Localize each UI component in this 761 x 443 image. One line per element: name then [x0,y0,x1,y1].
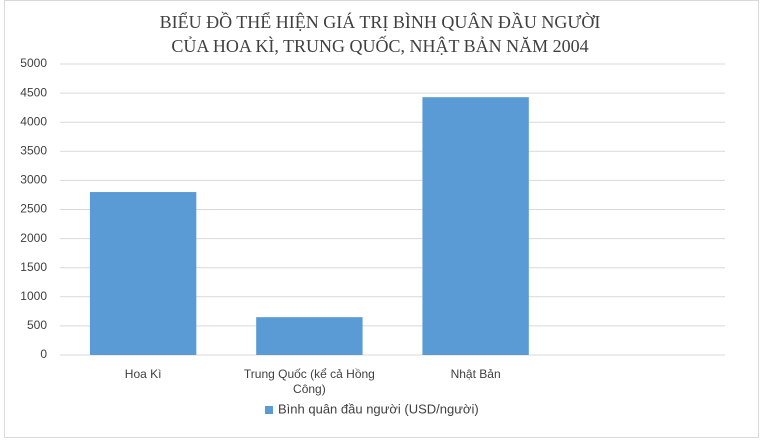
x-tick-label-box: Nhật Bản [450,367,501,381]
x-tick-label: Trung Quốc (kể cả Hồng Công) [243,367,375,396]
y-tick-label: 2000 [20,231,47,245]
y-tick-label: 1000 [20,289,47,303]
bar [422,97,529,355]
chart-title: BIỂU ĐỒ THỂ HIỆN GIÁ TRỊ BÌNH QUÂN ĐẦU N… [160,11,601,32]
y-tick-label: 3500 [20,143,47,157]
y-tick-label: 4500 [20,85,47,99]
x-tick-label: Nhật Bản [450,367,501,381]
y-tick-label: 1500 [20,260,47,274]
y-tick-label: 0 [40,347,47,361]
y-tick-label: 2500 [20,202,47,216]
bar [256,317,363,355]
bar [89,192,197,355]
x-tick-label-box: Hoa Kì [124,367,162,381]
y-tick-label: 5000 [20,56,47,70]
x-tick-label-box: Trung Quốc (kể cả Hồng Công) [243,367,375,396]
legend-swatch [265,406,273,414]
y-tick-label: 500 [27,318,47,332]
x-tick-label: Hoa Kì [124,367,162,381]
y-tick-label: 3000 [20,173,47,187]
y-tick-label: 4000 [20,114,47,128]
legend-label: Bình quân đầu người (USD/người) [278,401,479,416]
chart-title: CỦA HOA KÌ, TRUNG QUỐC, NHẬT BẢN NĂM 200… [171,35,588,56]
